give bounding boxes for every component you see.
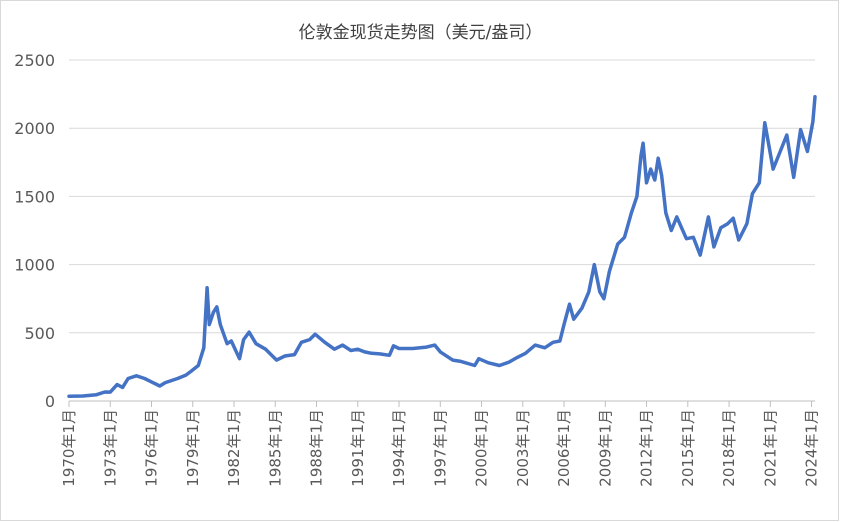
x-tick-label: 2009年1月 bbox=[596, 409, 614, 487]
chart-title: 伦敦金现货走势图（美元/盎司） bbox=[298, 23, 543, 43]
x-tick-label: 1985年1月 bbox=[266, 409, 284, 487]
x-tick-label: 1976年1月 bbox=[143, 409, 161, 487]
x-axis: 1970年1月 1973年1月 1976年1月 1979年1月 1982年1月 1985年… bbox=[60, 401, 821, 487]
x-tick-label: 2018年1月 bbox=[720, 409, 738, 487]
x-tick-label: 1973年1月 bbox=[101, 409, 119, 487]
x-tick-label: 2024年1月 bbox=[803, 409, 821, 487]
gold-price-line bbox=[67, 95, 817, 398]
x-tick-label: 2021年1月 bbox=[761, 409, 779, 487]
x-tick-label: 1982年1月 bbox=[225, 409, 243, 487]
y-tick-label: 500 bbox=[24, 324, 55, 343]
x-tick-label: 2000年1月 bbox=[473, 409, 491, 487]
y-axis-labels: 0 500 1000 1500 2000 2500 bbox=[14, 51, 55, 411]
y-tick-label: 0 bbox=[45, 392, 55, 411]
y-tick-label: 2500 bbox=[14, 51, 55, 70]
x-tick-label: 2015年1月 bbox=[679, 409, 697, 487]
x-tick-label: 1970年1月 bbox=[60, 409, 78, 487]
x-tick-label: 1994年1月 bbox=[390, 409, 408, 487]
x-tick-label: 2003年1月 bbox=[514, 409, 532, 487]
series-layer bbox=[67, 95, 817, 398]
x-tick-label: 2006年1月 bbox=[555, 409, 573, 487]
x-tick-label: 1997年1月 bbox=[431, 409, 449, 487]
x-tick-label: 1979年1月 bbox=[184, 409, 202, 487]
gridlines bbox=[69, 59, 815, 402]
y-tick-label: 2000 bbox=[14, 119, 55, 138]
x-tick-label: 2012年1月 bbox=[638, 409, 656, 487]
x-tick-label: 1988年1月 bbox=[308, 409, 326, 487]
y-tick-label: 1000 bbox=[14, 256, 55, 275]
x-tick-label: 1991年1月 bbox=[349, 409, 367, 487]
y-tick-label: 1500 bbox=[14, 187, 55, 206]
